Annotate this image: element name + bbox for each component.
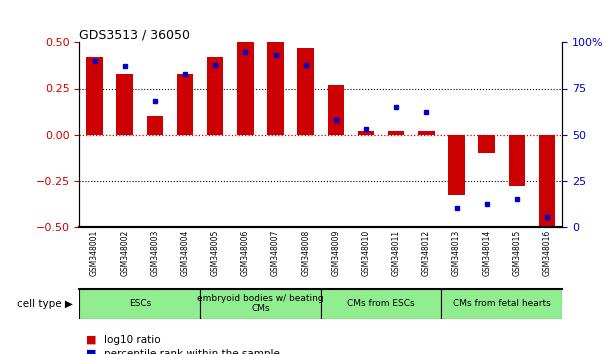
Bar <box>478 135 495 153</box>
Text: GSM348016: GSM348016 <box>543 230 552 276</box>
Text: GSM348001: GSM348001 <box>90 230 99 276</box>
Text: GSM348006: GSM348006 <box>241 230 250 276</box>
Text: ■: ■ <box>86 349 96 354</box>
Text: log10 ratio: log10 ratio <box>104 335 161 345</box>
Bar <box>200 289 321 319</box>
Bar <box>86 57 103 135</box>
Text: ESCs: ESCs <box>129 299 151 308</box>
Text: GSM348014: GSM348014 <box>482 230 491 276</box>
Text: embryoid bodies w/ beating
CMs: embryoid bodies w/ beating CMs <box>197 294 324 313</box>
Bar <box>321 289 442 319</box>
Bar <box>267 42 284 135</box>
Text: GSM348002: GSM348002 <box>120 230 129 276</box>
Bar <box>388 131 404 135</box>
Text: percentile rank within the sample: percentile rank within the sample <box>104 349 280 354</box>
Text: GSM348009: GSM348009 <box>331 230 340 276</box>
Bar <box>357 131 375 135</box>
Bar <box>442 289 562 319</box>
Bar <box>448 135 465 195</box>
Bar <box>79 289 200 319</box>
Text: GDS3513 / 36050: GDS3513 / 36050 <box>79 28 191 41</box>
Bar <box>237 42 254 135</box>
Text: GSM348013: GSM348013 <box>452 230 461 276</box>
Text: GSM348011: GSM348011 <box>392 230 401 276</box>
Bar <box>116 74 133 135</box>
Text: cell type ▶: cell type ▶ <box>18 298 73 309</box>
Text: GSM348007: GSM348007 <box>271 230 280 276</box>
Bar <box>298 48 314 135</box>
Bar <box>147 116 163 135</box>
Text: GSM348010: GSM348010 <box>362 230 370 276</box>
Bar <box>539 135 555 227</box>
Text: GSM348003: GSM348003 <box>150 230 159 276</box>
Bar <box>418 131 434 135</box>
Text: GSM348004: GSM348004 <box>180 230 189 276</box>
Text: GSM348012: GSM348012 <box>422 230 431 276</box>
Text: CMs from fetal hearts: CMs from fetal hearts <box>453 299 551 308</box>
Bar <box>508 135 525 186</box>
Bar <box>327 85 344 135</box>
Bar <box>177 74 193 135</box>
Text: ■: ■ <box>86 335 96 345</box>
Text: GSM348005: GSM348005 <box>211 230 220 276</box>
Text: CMs from ESCs: CMs from ESCs <box>347 299 415 308</box>
Bar <box>207 57 224 135</box>
Text: GSM348015: GSM348015 <box>513 230 521 276</box>
Text: GSM348008: GSM348008 <box>301 230 310 276</box>
